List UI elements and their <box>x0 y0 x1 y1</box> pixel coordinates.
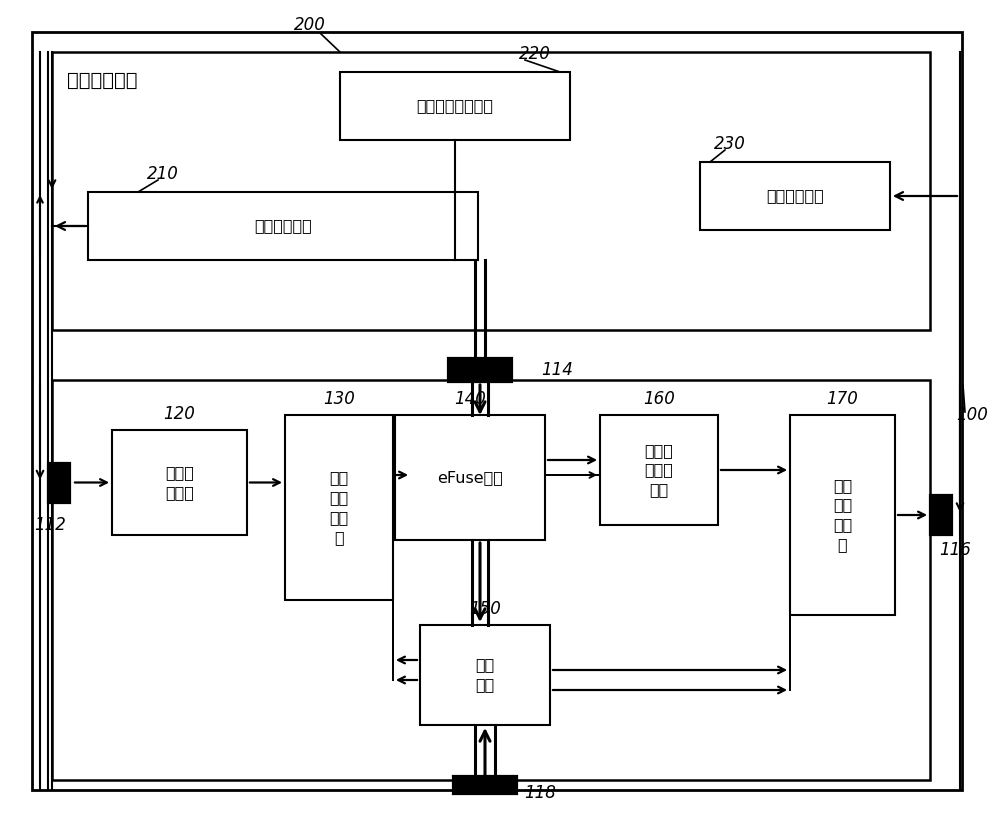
Bar <box>285 415 393 600</box>
Text: 140: 140 <box>454 390 486 408</box>
Bar <box>700 162 890 230</box>
Text: 控制
单元: 控制 单元 <box>475 658 495 692</box>
Bar <box>790 415 895 615</box>
Text: 160: 160 <box>643 390 675 408</box>
Text: 116: 116 <box>939 541 971 559</box>
Bar <box>52 52 930 330</box>
Text: 114: 114 <box>541 361 573 379</box>
Bar <box>395 415 545 540</box>
Text: 第二
多路
选择
器: 第二 多路 选择 器 <box>833 478 852 552</box>
Text: 烧录信
号分析
单元: 烧录信 号分析 单元 <box>645 443 673 497</box>
Bar <box>930 495 952 535</box>
Text: 100: 100 <box>956 406 988 424</box>
Bar <box>52 380 930 780</box>
Bar <box>112 430 247 535</box>
Bar <box>448 358 512 382</box>
Text: 170: 170 <box>827 390 858 408</box>
Text: 200: 200 <box>294 16 326 34</box>
Bar <box>340 72 570 140</box>
Text: 130: 130 <box>323 390 355 408</box>
Bar <box>453 776 517 794</box>
Text: 信号接收模块: 信号接收模块 <box>766 188 824 203</box>
Text: 150: 150 <box>469 600 501 618</box>
Bar <box>48 463 70 503</box>
Text: 第一
多路
选择
器: 第一 多路 选择 器 <box>329 470 349 545</box>
Bar <box>88 192 478 260</box>
Text: 112: 112 <box>34 515 66 533</box>
Text: eFuse模块: eFuse模块 <box>437 470 503 485</box>
Text: 信号发送模块: 信号发送模块 <box>254 218 312 234</box>
Text: 220: 220 <box>519 45 551 63</box>
Text: 230: 230 <box>714 135 746 153</box>
Text: 芯片烧录装置: 芯片烧录装置 <box>67 71 138 90</box>
Bar <box>600 415 718 525</box>
Text: 120: 120 <box>164 405 195 423</box>
Text: 118: 118 <box>524 784 556 802</box>
Text: 烧录结果判断模块: 烧录结果判断模块 <box>416 99 494 114</box>
Bar <box>420 625 550 725</box>
Text: 210: 210 <box>147 165 179 183</box>
Text: 串并转
换单元: 串并转 换单元 <box>165 465 194 500</box>
